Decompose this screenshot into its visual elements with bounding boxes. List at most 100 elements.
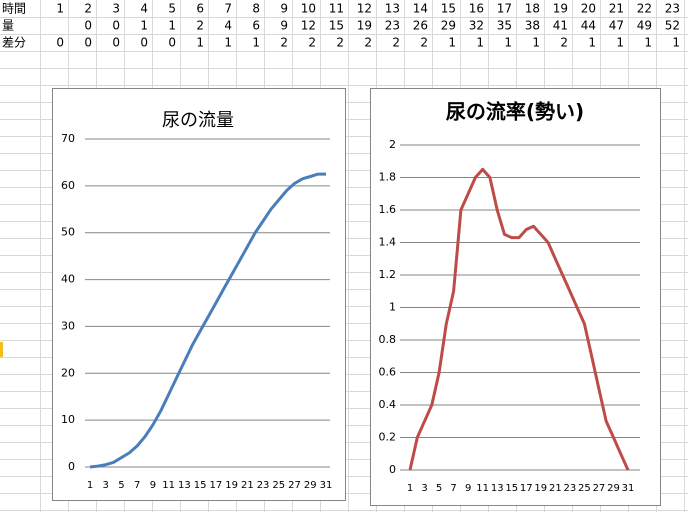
x-tick-label: 11: [476, 483, 489, 494]
cell-value: 15: [441, 2, 456, 16]
cell-value: 32: [469, 19, 484, 33]
cell-value: 13: [385, 2, 400, 16]
x-tick-label: 29: [607, 483, 620, 494]
cell-value: 1: [196, 36, 204, 50]
cell-value: 15: [329, 19, 344, 33]
cell-value: 1: [252, 36, 260, 50]
chart-title: 尿の流率(勢い): [446, 100, 584, 124]
y-tick-label: 2: [389, 138, 396, 151]
cell-value: 1: [672, 36, 680, 50]
cell-value: 9: [280, 2, 288, 16]
cell-value: 5: [168, 2, 176, 16]
y-tick-label: 50: [61, 226, 75, 239]
y-tick-label: 60: [61, 179, 75, 192]
cell-value: 1: [224, 36, 232, 50]
cell-value: 17: [497, 2, 512, 16]
cell-value: 3: [112, 2, 120, 16]
cell-value: 8: [252, 2, 260, 16]
x-tick-label: 1: [407, 483, 413, 494]
x-tick-label: 21: [549, 483, 562, 494]
cell-value: 14: [413, 2, 428, 16]
x-tick-label: 19: [225, 480, 238, 491]
cell-value: 19: [553, 2, 568, 16]
cell-value: 2: [308, 36, 316, 50]
y-tick-label: 1.8: [379, 171, 397, 184]
cell-value: 1: [448, 36, 456, 50]
x-tick-label: 19: [534, 483, 547, 494]
y-tick-label: 40: [61, 273, 75, 286]
x-tick-label: 31: [622, 483, 635, 494]
cell-value: 1: [504, 36, 512, 50]
x-tick-label: 9: [150, 480, 156, 491]
data-line: [89, 172, 326, 469]
y-tick-label: 20: [61, 366, 75, 379]
cell-value: 2: [196, 19, 204, 33]
cell-value: 47: [609, 19, 624, 33]
x-tick-label: 1: [87, 480, 93, 491]
cell-value: 2: [364, 36, 372, 50]
y-tick-label: 70: [61, 132, 75, 145]
x-tick-label: 3: [421, 483, 427, 494]
chart-title: 尿の流量: [162, 110, 234, 131]
x-tick-label: 13: [491, 483, 504, 494]
cell-value: 2: [420, 36, 428, 50]
chart-frame: [52, 88, 346, 501]
cell-value: 1: [616, 36, 624, 50]
cell-value: 0: [56, 36, 64, 50]
x-tick-label: 29: [304, 480, 317, 491]
cell-value: 6: [252, 19, 260, 33]
cell-value: 2: [560, 36, 568, 50]
cell-value: 16: [469, 2, 484, 16]
x-tick-label: 23: [563, 483, 576, 494]
x-tick-label: 13: [178, 480, 191, 491]
cell-value: 41: [553, 19, 568, 33]
cell-value: 44: [581, 19, 596, 33]
cell-value: 9: [280, 19, 288, 33]
cell-value: 1: [56, 2, 64, 16]
row-label: 時間: [2, 2, 26, 16]
cell-value: 11: [329, 2, 344, 16]
cell-value: 2: [280, 36, 288, 50]
row-label: 量: [2, 19, 14, 33]
cell-value: 38: [525, 19, 540, 33]
x-tick-label: 15: [194, 480, 207, 491]
x-tick-label: 25: [272, 480, 285, 491]
row-marker: [0, 342, 3, 358]
cell-value: 1: [588, 36, 596, 50]
y-tick-label: 1.6: [379, 203, 397, 216]
x-tick-label: 5: [118, 480, 124, 491]
x-tick-label: 7: [450, 483, 456, 494]
cell-value: 6: [196, 2, 204, 16]
cell-value: 4: [140, 2, 148, 16]
row-label: 差分: [2, 36, 26, 50]
x-tick-label: 3: [103, 480, 109, 491]
x-tick-label: 27: [593, 483, 606, 494]
cell-value: 0: [140, 36, 148, 50]
y-tick-label: 0.6: [379, 366, 397, 379]
cell-value: 18: [525, 2, 540, 16]
cell-value: 20: [581, 2, 596, 16]
cell-value: 0: [112, 36, 120, 50]
data-line: [408, 167, 630, 471]
x-tick-label: 21: [241, 480, 254, 491]
cell-value: 2: [84, 2, 92, 16]
cell-value: 1: [140, 19, 148, 33]
x-tick-label: 15: [505, 483, 518, 494]
cell-value: 52: [665, 19, 680, 33]
y-tick-label: 0.2: [379, 431, 397, 444]
cell-value: 4: [224, 19, 232, 33]
cell-value: 12: [301, 19, 316, 33]
cell-value: 1: [476, 36, 484, 50]
x-tick-label: 31: [320, 480, 333, 491]
cell-value: 1: [644, 36, 652, 50]
y-tick-label: 10: [61, 413, 75, 426]
y-tick-label: 0.4: [379, 398, 397, 411]
x-tick-label: 27: [288, 480, 301, 491]
cell-value: 0: [112, 19, 120, 33]
cell-value: 49: [637, 19, 652, 33]
cell-value: 1: [168, 19, 176, 33]
y-tick-label: 0.8: [379, 333, 397, 346]
cell-value: 29: [441, 19, 456, 33]
y-tick-label: 0: [68, 460, 75, 473]
